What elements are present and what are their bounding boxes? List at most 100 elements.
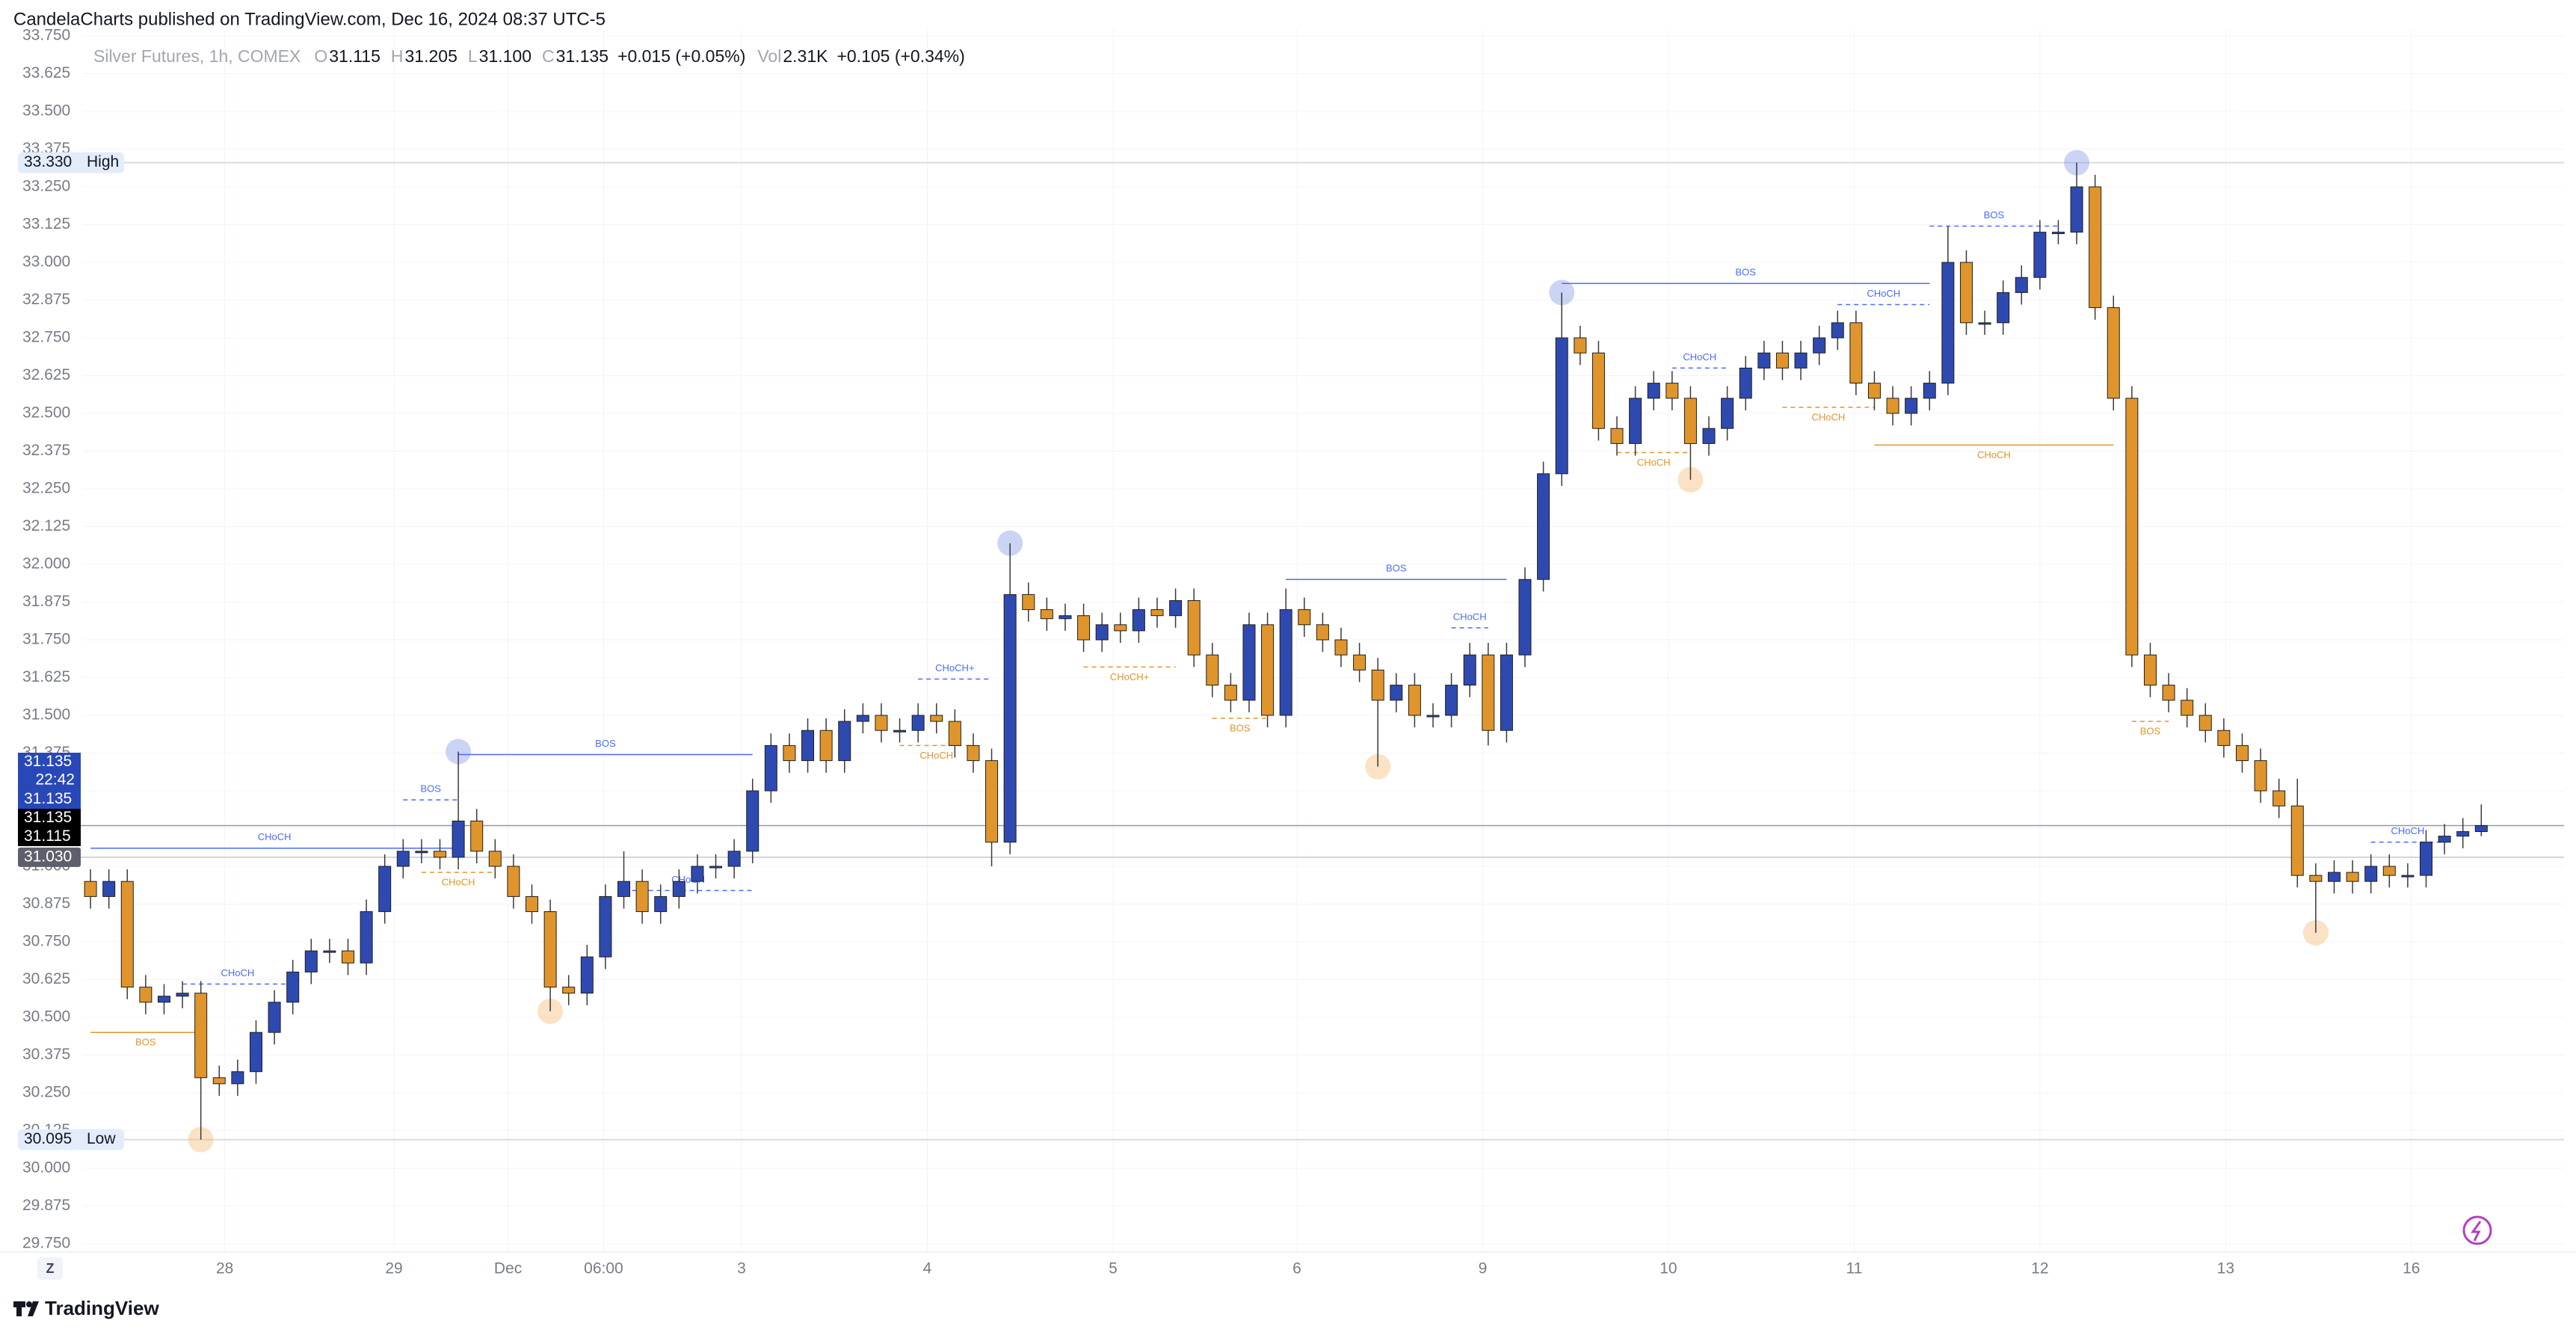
x-tick-label: 5 <box>1109 1260 1118 1277</box>
candle-body <box>2162 685 2175 701</box>
candle-body <box>617 881 631 897</box>
candle-body <box>1794 352 1808 369</box>
candle-body <box>249 1032 262 1073</box>
candle-body <box>580 956 594 994</box>
candle-body <box>1997 292 2010 324</box>
y-tick-label: 31.750 <box>22 631 70 648</box>
price-badge-time: 22:42 <box>35 771 75 789</box>
candle-body <box>1242 624 1256 701</box>
candle-body <box>2327 872 2341 882</box>
structure-label: CHoCH <box>1812 411 1846 422</box>
structure-label: CHoCH <box>221 967 254 978</box>
candle-body <box>2419 842 2432 876</box>
level-value: 30.095 <box>24 1130 72 1147</box>
price-badge <box>18 827 81 846</box>
x-tick-label: 28 <box>216 1260 233 1277</box>
candle-body <box>526 895 539 913</box>
candle-body <box>323 950 336 953</box>
candle-body <box>1849 322 1863 384</box>
candles <box>84 162 2488 1140</box>
zoom-button[interactable]: Z <box>46 1261 55 1276</box>
candle-body <box>2438 836 2451 843</box>
candle-body <box>562 987 576 994</box>
candle-body <box>268 1002 281 1033</box>
button-bg[interactable] <box>37 1257 63 1280</box>
structure-label: CHoCH <box>1977 449 2011 460</box>
candle-body <box>452 820 465 858</box>
labels: 29.75029.87530.00030.12530.25030.37530.5… <box>18 27 2420 1277</box>
level-badge <box>18 152 124 173</box>
candle-body <box>1095 624 1109 641</box>
candle-body <box>1224 685 1237 701</box>
candle-body <box>212 1077 226 1085</box>
price-badge-text: 31.135 <box>24 753 72 770</box>
watermark <box>2462 1215 2492 1245</box>
price-badge-text: 31.115 <box>24 827 71 845</box>
candle-body <box>727 851 741 867</box>
x-tick-label: 13 <box>2217 1260 2234 1277</box>
candle-body <box>1353 654 1366 670</box>
y-tick-label: 29.750 <box>22 1235 70 1252</box>
candle-body <box>1426 715 1440 718</box>
candle-body <box>231 1071 244 1085</box>
price-badge <box>18 753 81 790</box>
candle-body <box>2456 831 2470 837</box>
logo-part <box>16 1301 22 1316</box>
x-tick-label: 9 <box>1479 1260 1488 1277</box>
y-tick-label: 33.500 <box>22 102 70 120</box>
footer-brand: TradingView <box>45 1297 159 1319</box>
legend-item: H <box>391 46 404 66</box>
y-tick-label: 32.625 <box>22 366 70 383</box>
legend-item: L <box>468 46 478 66</box>
candle-body <box>930 715 943 722</box>
candle-body <box>1022 593 1035 611</box>
structure-label: CHoCH <box>258 831 292 842</box>
y-tick-label: 31.625 <box>22 668 70 685</box>
candle-body <box>1390 685 1403 701</box>
legend-item: +0.105 (+0.34%) <box>836 46 964 66</box>
y-tick-label: 33.125 <box>22 215 70 232</box>
structure-label: CHoCH+ <box>935 662 974 673</box>
candle-body <box>1114 624 1127 632</box>
y-tick-label: 33.250 <box>22 178 70 195</box>
candle-body <box>2382 866 2396 876</box>
legend-item: Vol <box>757 46 781 66</box>
price-badge-text: 31.135 <box>24 790 72 807</box>
x-tick-label: 12 <box>2031 1260 2048 1277</box>
candle-body <box>1702 428 1716 444</box>
y-tick-label: 29.875 <box>22 1197 70 1214</box>
candle-body <box>2198 715 2212 731</box>
candle-body <box>488 851 502 867</box>
candle-body <box>635 881 649 913</box>
structure-label: CHoCH <box>919 750 953 761</box>
candle-body <box>2070 186 2083 233</box>
structure-label: BOS <box>135 1037 156 1048</box>
structure-label: CHoCH <box>2391 825 2424 836</box>
candle-body <box>1905 398 1918 414</box>
candle-body <box>507 866 520 897</box>
candle-body <box>875 715 888 731</box>
candle-body <box>599 895 612 958</box>
y-tick-label: 33.625 <box>22 64 70 81</box>
candle-body <box>415 851 428 854</box>
candle-body <box>1775 352 1789 369</box>
legend-item: Silver Futures, 1h, COMEX <box>93 46 301 66</box>
candle-body <box>893 730 907 733</box>
y-tick-label: 31.500 <box>22 706 70 724</box>
structure-label: BOS <box>2140 726 2161 737</box>
candle-body <box>2346 872 2359 882</box>
candle-body <box>1683 398 1697 444</box>
candle-body <box>764 744 777 792</box>
candle-body <box>2033 232 2047 278</box>
logo <box>13 1301 39 1316</box>
candle-body <box>746 790 759 852</box>
candle-body <box>801 730 815 762</box>
candle-body <box>341 950 354 963</box>
legend-item: 31.205 <box>405 46 457 66</box>
candle-body <box>1371 669 1384 701</box>
y-tick-label: 32.750 <box>22 329 70 346</box>
legend: Silver Futures, 1h, COMEX O31.115 H31.205 L… <box>93 46 965 66</box>
y-tick-label: 32.000 <box>22 555 70 573</box>
candle-body <box>1537 473 1550 580</box>
candle-body <box>2089 186 2102 309</box>
